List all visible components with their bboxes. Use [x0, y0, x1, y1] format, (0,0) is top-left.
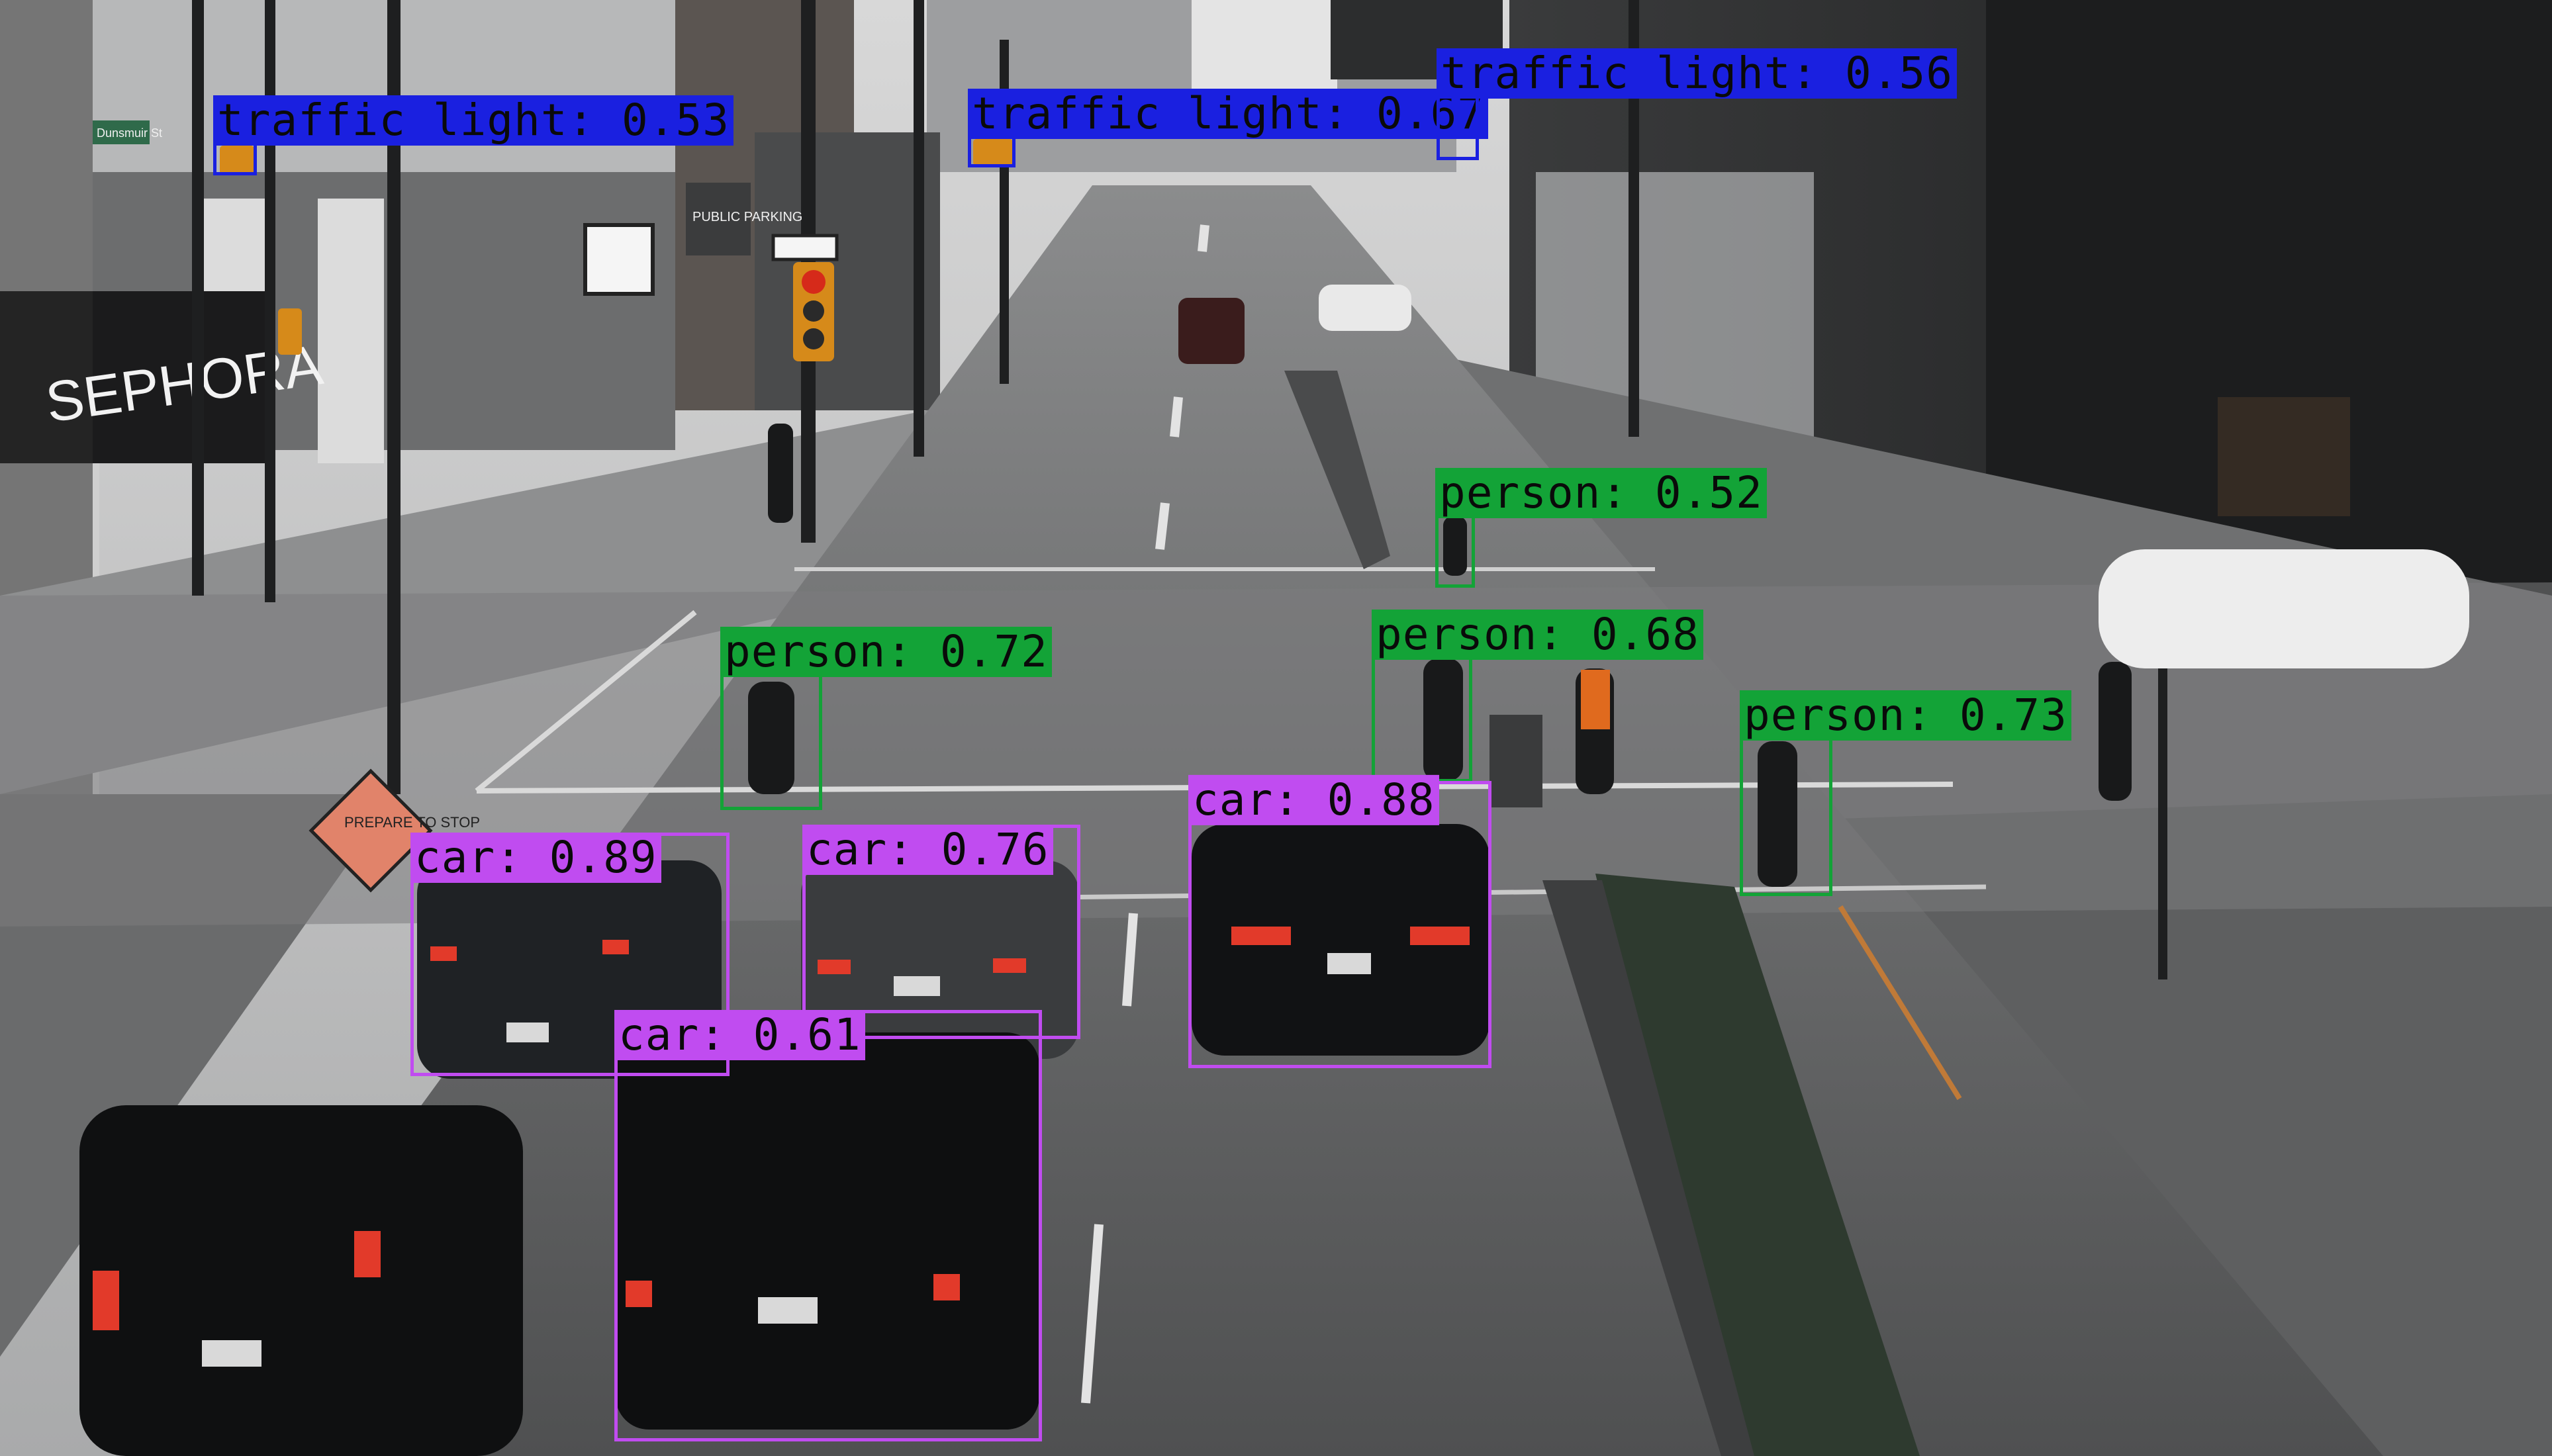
traffic-light-detection-box: traffic light: 0.67 [968, 89, 1488, 167]
person-detection-box: person: 0.68 [1372, 610, 1703, 782]
traffic-light-detection-box: traffic light: 0.53 [213, 95, 733, 175]
detection-label: person: 0.68 [1372, 610, 1703, 660]
parking-sign-text: PUBLIC PARKING [692, 210, 802, 224]
street-name-sign-text: Dunsmuir St [97, 126, 162, 140]
detection-label: person: 0.52 [1435, 468, 1767, 518]
car-detection-box: car: 0.61 [614, 1010, 1042, 1441]
person-detection-box: person: 0.52 [1435, 468, 1767, 588]
detection-label: car: 0.76 [802, 825, 1053, 875]
prepare-to-stop-sign-text: PREPARE TO STOP [344, 814, 480, 831]
traffic-light-detection-box: traffic light: 0.56 [1437, 48, 1957, 160]
car-detection-box: car: 0.76 [802, 825, 1080, 1039]
detection-label: traffic light: 0.53 [213, 95, 733, 146]
detection-label: car: 0.61 [614, 1010, 865, 1060]
detection-label: person: 0.72 [720, 627, 1052, 677]
detection-label: traffic light: 0.67 [968, 89, 1488, 139]
car-detection-box: car: 0.88 [1188, 774, 1491, 1068]
detection-label: traffic light: 0.56 [1437, 48, 1957, 99]
person-detection-box: person: 0.73 [1740, 690, 2071, 896]
detection-label: car: 0.89 [410, 833, 661, 883]
person-detection-box: person: 0.72 [720, 627, 1052, 810]
detection-label: person: 0.73 [1740, 690, 2071, 741]
detection-label: car: 0.88 [1188, 774, 1439, 825]
car-detection-box: car: 0.89 [410, 833, 730, 1076]
